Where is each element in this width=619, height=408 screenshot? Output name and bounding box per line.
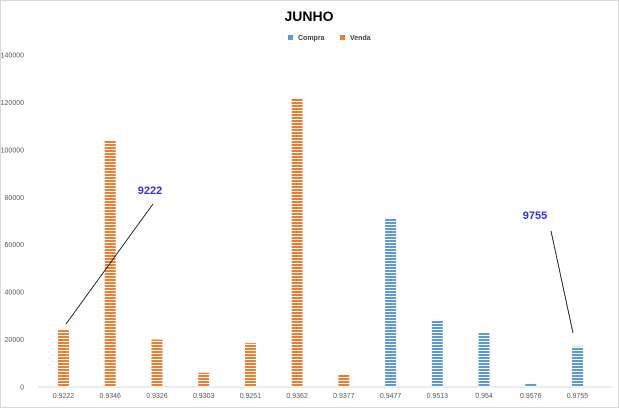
- y-tick-label: 80000: [5, 195, 25, 202]
- x-tick-label: 0.9222: [53, 393, 75, 400]
- annotation-leader-9222: [65, 203, 154, 325]
- y-tick-label: 120000: [1, 100, 24, 107]
- annotation-label-9755: 9755: [523, 210, 547, 222]
- y-tick-label: 20000: [5, 337, 25, 344]
- x-tick-label: 0.9377: [333, 393, 355, 400]
- x-tick-label: 0.9362: [286, 393, 308, 400]
- x-tick-label: 0.9346: [100, 393, 122, 400]
- x-tick-label: 0.9326: [146, 393, 168, 400]
- x-axis: 0.9222 0.9346 0.9326 0.9303 0.9251 0.9362 0.93…: [38, 386, 612, 400]
- bar-compra-0.954: [478, 332, 490, 387]
- x-tick-label: 0.9576: [520, 393, 542, 400]
- annotation-leader-9755: [550, 230, 574, 334]
- x-tick-label: 0.9251: [240, 393, 262, 400]
- bar-compra-0.9576: [525, 383, 537, 387]
- x-tick-label: 0.9477: [380, 393, 402, 400]
- bar-venda-0.9346: [104, 140, 116, 387]
- bar-compra-0.9477: [385, 218, 397, 387]
- y-tick-label: 0: [20, 385, 24, 392]
- legend-label-venda: Venda: [350, 35, 371, 42]
- legend: Compra Venda: [288, 35, 371, 42]
- x-tick-label: 0.954: [475, 393, 493, 400]
- bar-venda-0.9377: [338, 373, 350, 387]
- annotations: 9222 9755: [65, 185, 574, 334]
- x-tick-label: 0.9303: [193, 393, 215, 400]
- bars: [58, 98, 583, 387]
- y-axis: 0 20000 40000 60000 80000 100000 120000 140000: [1, 53, 24, 392]
- bar-compra-0.9755: [572, 346, 583, 387]
- x-tick-label: 0.9513: [427, 393, 449, 400]
- y-tick-label: 40000: [5, 290, 25, 297]
- bar-venda-0.9222: [58, 330, 69, 387]
- bar-compra-0.9513: [431, 320, 443, 387]
- x-tick-label: 0.9755: [567, 393, 589, 400]
- y-tick-label: 140000: [1, 53, 24, 60]
- bar-venda-0.9362: [291, 98, 303, 387]
- annotation-label-9222: 9222: [138, 185, 162, 197]
- legend-swatch-venda: [340, 35, 345, 40]
- chart-title: JUNHO: [284, 8, 333, 24]
- y-tick-label: 60000: [5, 242, 25, 249]
- legend-label-compra: Compra: [298, 35, 325, 42]
- legend-swatch-compra: [288, 35, 293, 40]
- bar-venda-0.9303: [198, 372, 210, 387]
- bar-venda-0.9251: [244, 343, 256, 387]
- y-tick-label: 100000: [1, 147, 24, 154]
- bar-venda-0.9326: [151, 339, 163, 387]
